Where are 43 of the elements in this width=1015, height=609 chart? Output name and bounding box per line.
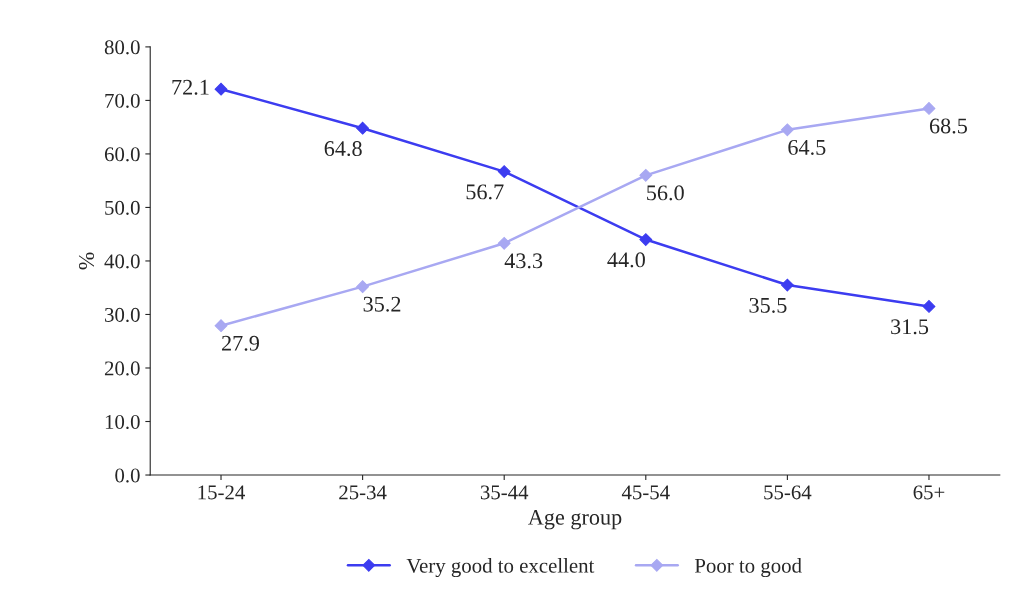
data-label: 56.0 [647,185,684,201]
data-label: 35.2 [363,296,401,312]
y-tick-label: 60.0 [104,147,140,162]
x-axis-title: Age group [528,509,622,530]
y-tick-label: 40.0 [104,254,140,269]
point [356,280,370,294]
data-label: 64.5 [788,139,826,155]
point [497,236,511,250]
data-label: 43.3 [504,253,543,269]
y-tick-label: 30.0 [105,307,140,322]
point [214,319,228,333]
point [639,168,653,182]
data-label: 35.5 [749,297,787,313]
point [356,121,370,135]
x-tick-label: 25-34 [339,485,387,500]
x-tick-label: 45-54 [621,485,670,500]
y-tick-label: 50.0 [105,200,140,215]
data-label: 72.1 [172,79,209,95]
legend-label: Poor to good [694,558,802,578]
data-label: 56.7 [466,184,504,200]
x-tick-label: 65+ [913,485,945,500]
data-label: 31.5 [891,319,929,335]
data-label: 68.5 [929,118,967,134]
data-label: 64.8 [324,141,362,157]
point [497,165,511,178]
legend-label: Very good to excellent [406,558,595,578]
y-tick-label: 70.0 [105,93,140,108]
point [214,82,228,96]
y-tick-label: 80.0 [104,40,140,55]
x-tick-label: 15-24 [198,485,245,500]
y-tick-label: 20.0 [104,361,140,376]
y-axis-title: % [78,252,95,270]
data-label: 44.0 [607,252,645,268]
x-tick-label: 55-64 [764,485,812,500]
point [780,123,794,137]
point [922,102,936,115]
y-tick-label: 10.0 [105,414,140,430]
point [922,300,936,313]
x-tick-label: 35-44 [480,485,529,500]
point [780,278,794,292]
data-label: 27.9 [221,335,259,351]
y-tick-label: 0.0 [115,468,140,483]
point [639,233,653,246]
